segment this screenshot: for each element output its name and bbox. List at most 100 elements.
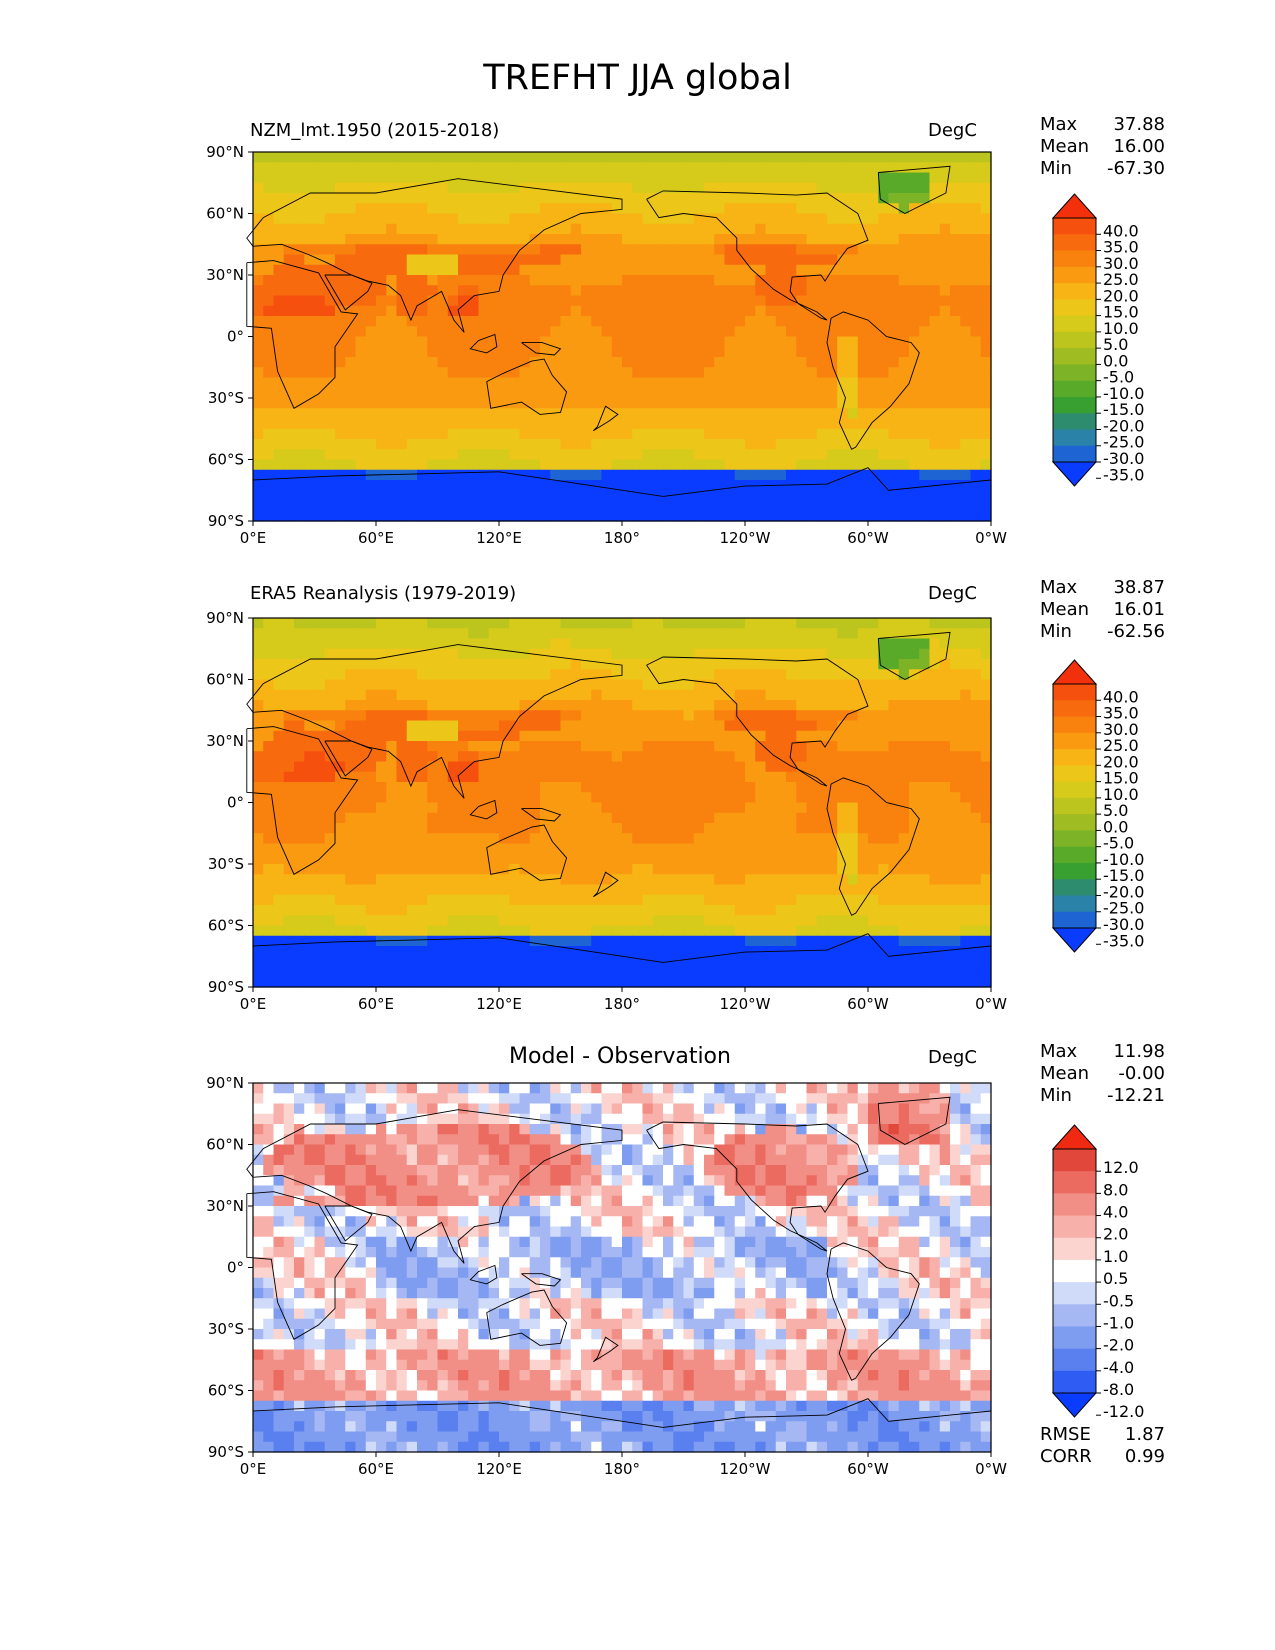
map-cell (745, 254, 756, 266)
map-cell (704, 823, 715, 834)
map-cell (488, 275, 500, 286)
map-cell (827, 915, 838, 927)
map-cell (570, 152, 582, 163)
map-cell (570, 459, 582, 471)
map-cell (847, 387, 859, 399)
map-cell (263, 275, 275, 286)
map-cell (816, 915, 828, 927)
map-cell (519, 812, 531, 824)
map-cell (447, 244, 459, 256)
stat-mean-label: Mean (1040, 1063, 1090, 1084)
map-cell (898, 223, 910, 235)
map-cell (376, 884, 387, 896)
map-cell (673, 305, 685, 317)
map-cell (273, 874, 285, 886)
map-cell (888, 771, 900, 783)
map-cell (816, 853, 828, 865)
map-cell (663, 659, 674, 670)
map-cell (868, 720, 879, 732)
map-cell (683, 408, 695, 420)
map-cell (335, 162, 346, 174)
map-cell (601, 864, 613, 875)
map-cell (273, 618, 285, 629)
map-cell (775, 295, 787, 307)
map-cell (837, 459, 849, 471)
map-cell (509, 254, 521, 266)
map-cell (970, 213, 982, 225)
map-cell (847, 275, 859, 286)
map-cell (816, 418, 828, 430)
map-cell (601, 843, 613, 855)
map-cell (806, 439, 818, 450)
map-cell (919, 771, 931, 783)
map-cell (909, 357, 920, 368)
map-cell (406, 357, 418, 368)
map-cell (642, 275, 654, 286)
map-cell (437, 618, 449, 629)
map-cell (601, 387, 613, 399)
map-cell (909, 853, 920, 865)
map-cell (253, 182, 264, 194)
map-cell (878, 925, 890, 937)
map-cell (437, 730, 449, 742)
map-cell (437, 275, 449, 286)
map-cell (355, 203, 367, 215)
map-cell (365, 449, 377, 461)
map-cell (499, 490, 510, 502)
map-cell (417, 628, 428, 640)
map-cell (560, 408, 572, 420)
map-cell (355, 730, 367, 742)
map-cell (591, 510, 603, 522)
map-cell (642, 679, 654, 691)
map-cell (611, 254, 623, 266)
map-cell (837, 162, 849, 174)
map-observation: 0°E 60°E 120°E 180° 120°W 60°W 0°W90°N60°N30°N… (206, 609, 1007, 1013)
map-cell (652, 669, 664, 681)
map-cell (314, 305, 326, 317)
map-cell (335, 500, 346, 512)
map-cell (437, 648, 449, 660)
map-cell (806, 234, 818, 245)
map-cell (632, 884, 644, 896)
map-cell (847, 874, 859, 886)
map-cell (775, 874, 787, 886)
map-cell (560, 316, 572, 327)
map-cell (396, 449, 408, 461)
map-cell (499, 305, 510, 317)
map-cell (909, 935, 920, 947)
map-cell (980, 618, 992, 629)
map-cell (611, 802, 623, 814)
map-cell (960, 182, 972, 194)
map-cell (283, 275, 295, 286)
map-cell (622, 377, 633, 389)
map-cell (950, 152, 961, 163)
map-cell (345, 264, 357, 276)
map-cell (355, 418, 367, 430)
map-cell (304, 792, 316, 804)
map-cell (540, 894, 551, 906)
map-cell (622, 275, 633, 286)
map-cell (540, 469, 551, 481)
map-cell (509, 234, 521, 245)
map-cell (386, 182, 398, 194)
map-cell (878, 275, 890, 286)
map-cell (499, 823, 510, 834)
map-cell (663, 700, 674, 711)
map-cell (540, 864, 551, 875)
map-cell (335, 408, 346, 420)
map-cell (591, 203, 603, 215)
map-cell (704, 367, 715, 379)
map-cell (755, 439, 767, 450)
map-cell (652, 751, 664, 763)
map-cell (632, 254, 644, 266)
map-cell (335, 741, 346, 752)
map-cell (406, 669, 418, 681)
map-cell (591, 234, 603, 245)
map-cell (724, 193, 736, 204)
stat-max-value: 11.98 (1113, 1041, 1165, 1062)
map-cell (868, 689, 879, 701)
map-cell (806, 853, 818, 865)
map-cell (406, 751, 418, 763)
map-cell (919, 659, 931, 670)
map-cell (529, 628, 541, 640)
